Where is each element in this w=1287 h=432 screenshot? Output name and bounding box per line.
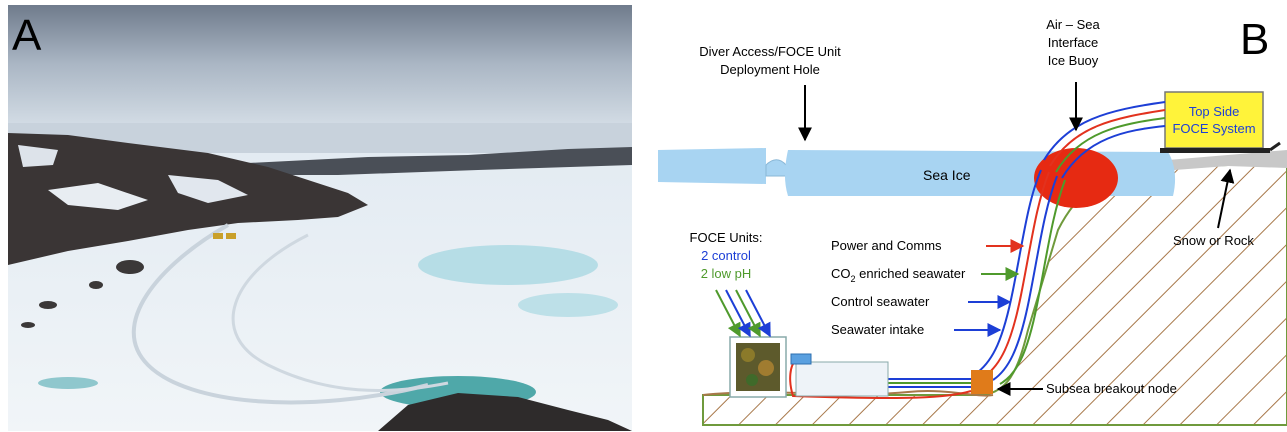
vehicle-track-2 [231,233,449,392]
foreground-rock [378,393,632,431]
boulder-2 [89,281,103,289]
co2-sub: 2 [851,274,856,284]
cable-blue-top-2 [1061,125,1166,179]
snow-patch-2 [168,175,248,203]
cable-blue-slope-2 [992,175,1058,381]
diver-access-line1: Diver Access/FOCE Unit [699,44,841,59]
foce-housing [795,361,889,397]
field-hut-1 [213,233,223,239]
subsea-breakout-node [971,370,993,394]
foce-system-diagram: Sea Ice Top Side FOCE System Diver Acces… [658,17,1287,426]
antarctic-site-photo [8,5,632,431]
arrow-green-1 [715,289,741,338]
air-sea-line3: Ice Buoy [1048,53,1099,68]
melt-pool-2 [518,293,618,317]
two-low-ph-label: 2 low pH [701,266,752,281]
co2-suffix: enriched seawater [856,266,967,281]
cable-blue-top [1043,101,1166,161]
panel-b-letter: B [1240,15,1270,64]
top-side-foce-box [1164,91,1264,149]
arrow-green-2 [735,289,761,338]
boulder-3 [39,301,57,309]
co2-prefix: CO [831,266,851,281]
kelp-1 [741,348,755,362]
cable-green-slope [999,179,1066,385]
small-hole [38,377,98,389]
vehicle-track [131,223,429,405]
arrow-blue-2 [745,289,771,338]
field-hut-2 [226,233,236,239]
far-dark-shore [248,147,632,175]
control-seawater-label: Control seawater [831,294,930,309]
air-sea-line1: Air – Sea [1046,17,1100,32]
snow-patch-3 [18,145,58,167]
two-control-label: 2 control [701,248,751,263]
snow-or-rock-arrow [1217,168,1235,229]
arrow-blue-1 [725,289,751,338]
cable-blue-slope [977,169,1042,373]
diver-access-line2: Deployment Hole [720,62,820,77]
sea-ice-label: Sea Ice [923,167,971,183]
snow-or-rock-label: Snow or Rock [1173,233,1254,248]
foce-units-label: FOCE Units: [690,230,763,245]
cable-green-top [1055,117,1166,173]
melt-pool-1 [418,245,598,285]
air-sea-line2: Interface [1048,35,1099,50]
ice-buoy [1034,148,1118,208]
snow-patch-1 [48,183,148,210]
top-side-line1: Top Side [1189,104,1240,119]
panel-a-letter: A [12,11,42,60]
rocky-hillside [8,133,368,265]
kelp-2 [758,360,774,376]
sky [8,5,632,135]
boulder-4 [21,322,35,328]
power-comms-label: Power and Comms [831,238,942,253]
subsea-node-label: Subsea breakout node [1046,381,1177,396]
foce-housing-cap [790,353,812,365]
top-side-line2: FOCE System [1172,121,1255,136]
cable-red-slope [984,171,1050,377]
sled-runner [1269,141,1281,152]
boulder-1 [116,260,144,274]
co2-label: CO2 enriched seawater [831,266,966,284]
cable-red-top [1049,109,1166,167]
sea-ice-left [658,148,766,184]
cable-node-red [789,359,972,400]
top-side-sled [1160,148,1270,153]
seawater-intake-label: Seawater intake [831,322,924,337]
kelp-3 [746,374,758,386]
